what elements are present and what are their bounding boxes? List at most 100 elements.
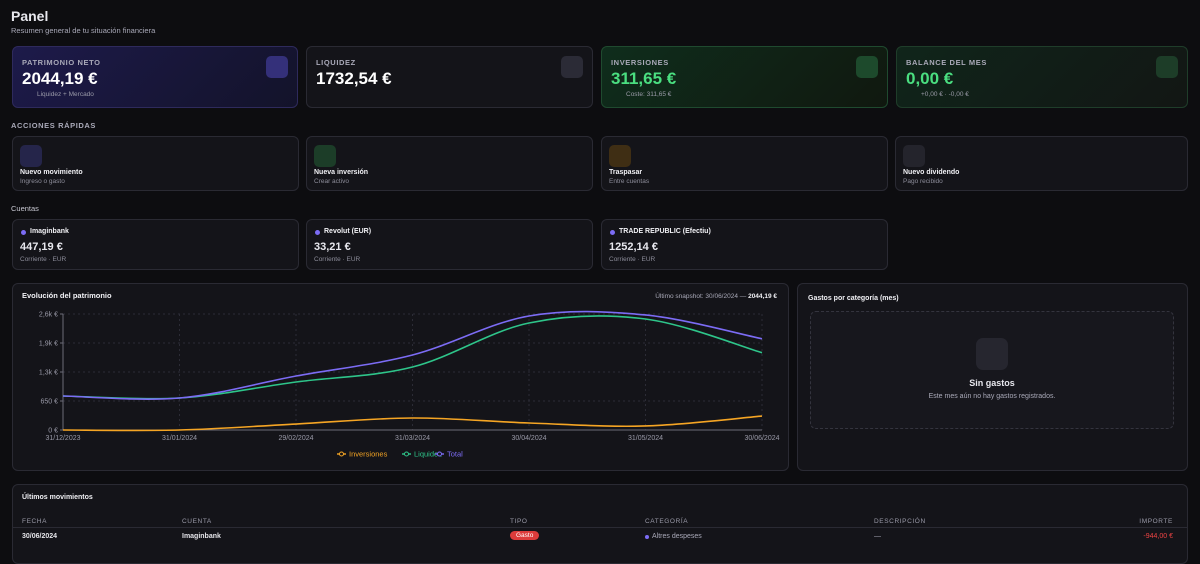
account-balance: 447,19 € [20,241,63,253]
expenses-panel: Gastos por categoría (mes) Sin gastos Es… [797,283,1188,471]
category-dot [645,535,649,539]
quick-action[interactable]: Nuevo dividendo Pago recibido [895,136,1188,191]
y-tick-label: 2,6k € [39,312,58,319]
stat-value: 1732,54 € [316,69,392,88]
account-card: Revolut (EUR) 33,21 € Corriente · EUR [306,219,593,270]
stat-card: PATRIMONIO NETO 2044,19 € Liquidez + Mer… [12,46,298,108]
stat-icon [856,56,878,78]
account-meta: Corriente · EUR [609,256,656,263]
action-icon [314,145,336,167]
series-line [62,415,763,432]
chart-panel: Evolución del patrimonio Último snapshot… [12,283,789,471]
account-dot [315,230,320,235]
empty-title: Sin gastos [969,378,1015,388]
x-tick-label: 31/12/2023 [45,435,80,442]
action-icon [903,145,925,167]
cell-date: 30/06/2024 [22,533,58,540]
cell-amount: -944,00 € [1143,533,1173,540]
panel-title: Últimos movimientos [22,494,93,501]
quick-action[interactable]: Traspasar Entre cuentas [601,136,888,191]
legend-label: Inversiones [349,450,388,459]
page: Panel {"header":{"title":"Panel","subtit… [11,8,1188,564]
stat-note: Liquidez + Mercado [37,91,94,98]
cell-account: Imaginbank [182,533,221,540]
y-tick-label: 0 € [48,428,58,435]
legend-item: Inversiones [337,450,388,459]
y-tick-label: 1,9k € [39,341,58,348]
account-card: TRADE REPUBLIC (Efectiu) 1252,14 € Corri… [601,219,888,270]
legend-swatch [437,451,442,457]
action-title: Traspasar [609,169,643,176]
legend-swatch [339,451,344,457]
action-title: Nuevo dividendo [903,169,960,176]
account-name: TRADE REPUBLIC (Efectiu) [619,228,711,235]
stat-icon [266,56,288,78]
action-title: Nueva inversión [314,169,369,176]
account-dot [21,230,26,235]
empty-state: Sin gastos Este mes aún no hay gastos re… [810,311,1174,429]
dashboard: Panel Resumen general de tu situación fi… [11,8,1188,564]
stat-label: BALANCE DEL MES [906,58,987,67]
column-header: TIPO [510,518,528,525]
legend-item: Liquidez [402,450,442,459]
page-subtitle: Resumen general de tu situación financie… [11,26,156,35]
quick-action[interactable]: Nueva inversión Crear activo [306,136,593,191]
x-tick-label: 31/03/2024 [395,435,430,442]
account-name: Imaginbank [30,228,69,235]
stat-value: 0,00 € [906,69,954,88]
snapshot-value: 2044,19 € [748,293,777,300]
column-header: CUENTA [182,518,212,525]
stat-card: BALANCE DEL MES 0,00 € +0,00 € · -0,00 € [896,46,1188,108]
action-title: Nuevo movimiento [20,169,83,176]
chart-title: Evolución del patrimonio [22,291,112,300]
action-icon [609,145,631,167]
column-header: DESCRIPCIÓN [874,518,926,525]
cell-type: Gasto [510,531,540,540]
x-tick-label: 31/01/2024 [162,435,197,442]
stat-note: Coste: 311,65 € [626,91,672,98]
section-title: Cuentas [11,204,39,213]
action-subtitle: Ingreso o gasto [20,178,65,185]
column-header: IMPORTE [1139,518,1173,525]
account-card: Imaginbank 447,19 € Corriente · EUR [12,219,299,270]
stat-card: LIQUIDEZ 1732,54 € [306,46,593,108]
stat-icon [561,56,583,78]
account-balance: 33,21 € [314,241,351,253]
account-meta: Corriente · EUR [20,256,67,263]
snapshot: Último snapshot: 30/06/2024 — 2044,19 € [655,291,777,300]
quick-action[interactable]: Nuevo movimiento Ingreso o gasto [12,136,299,191]
legend-swatch [404,451,409,457]
account-dot [610,230,615,235]
column-header: FECHA [22,518,48,525]
action-subtitle: Entre cuentas [609,178,650,185]
stat-card: INVERSIONES 311,65 € Coste: 311,65 € [601,46,888,108]
account-meta: Corriente · EUR [314,256,361,263]
stat-note: +0,00 € · -0,00 € [921,91,969,98]
y-tick-label: 650 € [40,399,58,406]
legend-label: Total [447,450,463,459]
panel-title: Gastos por categoría (mes) [808,295,899,302]
x-tick-label: 31/05/2024 [628,435,663,442]
series-line [62,315,763,400]
x-tick-label: 30/06/2024 [744,435,779,442]
series-line [62,310,763,400]
empty-icon [976,338,1008,370]
legend-item: Total [435,450,463,459]
section-title: ACCIONES RÁPIDAS [11,121,97,130]
empty-text: Este mes aún no hay gastos registrados. [928,393,1056,400]
action-subtitle: Pago recibido [903,178,943,185]
stat-value: 311,65 € [611,69,677,88]
divider [13,527,1187,528]
stat-icon [1156,56,1178,78]
cell-category: Altres despeses [652,533,702,540]
stat-label: LIQUIDEZ [316,58,356,67]
y-tick-label: 1,3k € [39,370,58,377]
account-name: Revolut (EUR) [324,228,372,235]
x-tick-label: 29/02/2024 [278,435,313,442]
chart: Evolución del patrimonio Último snapshot… [22,291,780,459]
column-header: CATEGORÍA [645,518,689,525]
action-icon [20,145,42,167]
snapshot-label: Último snapshot: 30/06/2024 — [655,291,747,300]
cell-description: — [874,533,881,540]
stat-label: INVERSIONES [611,58,669,67]
